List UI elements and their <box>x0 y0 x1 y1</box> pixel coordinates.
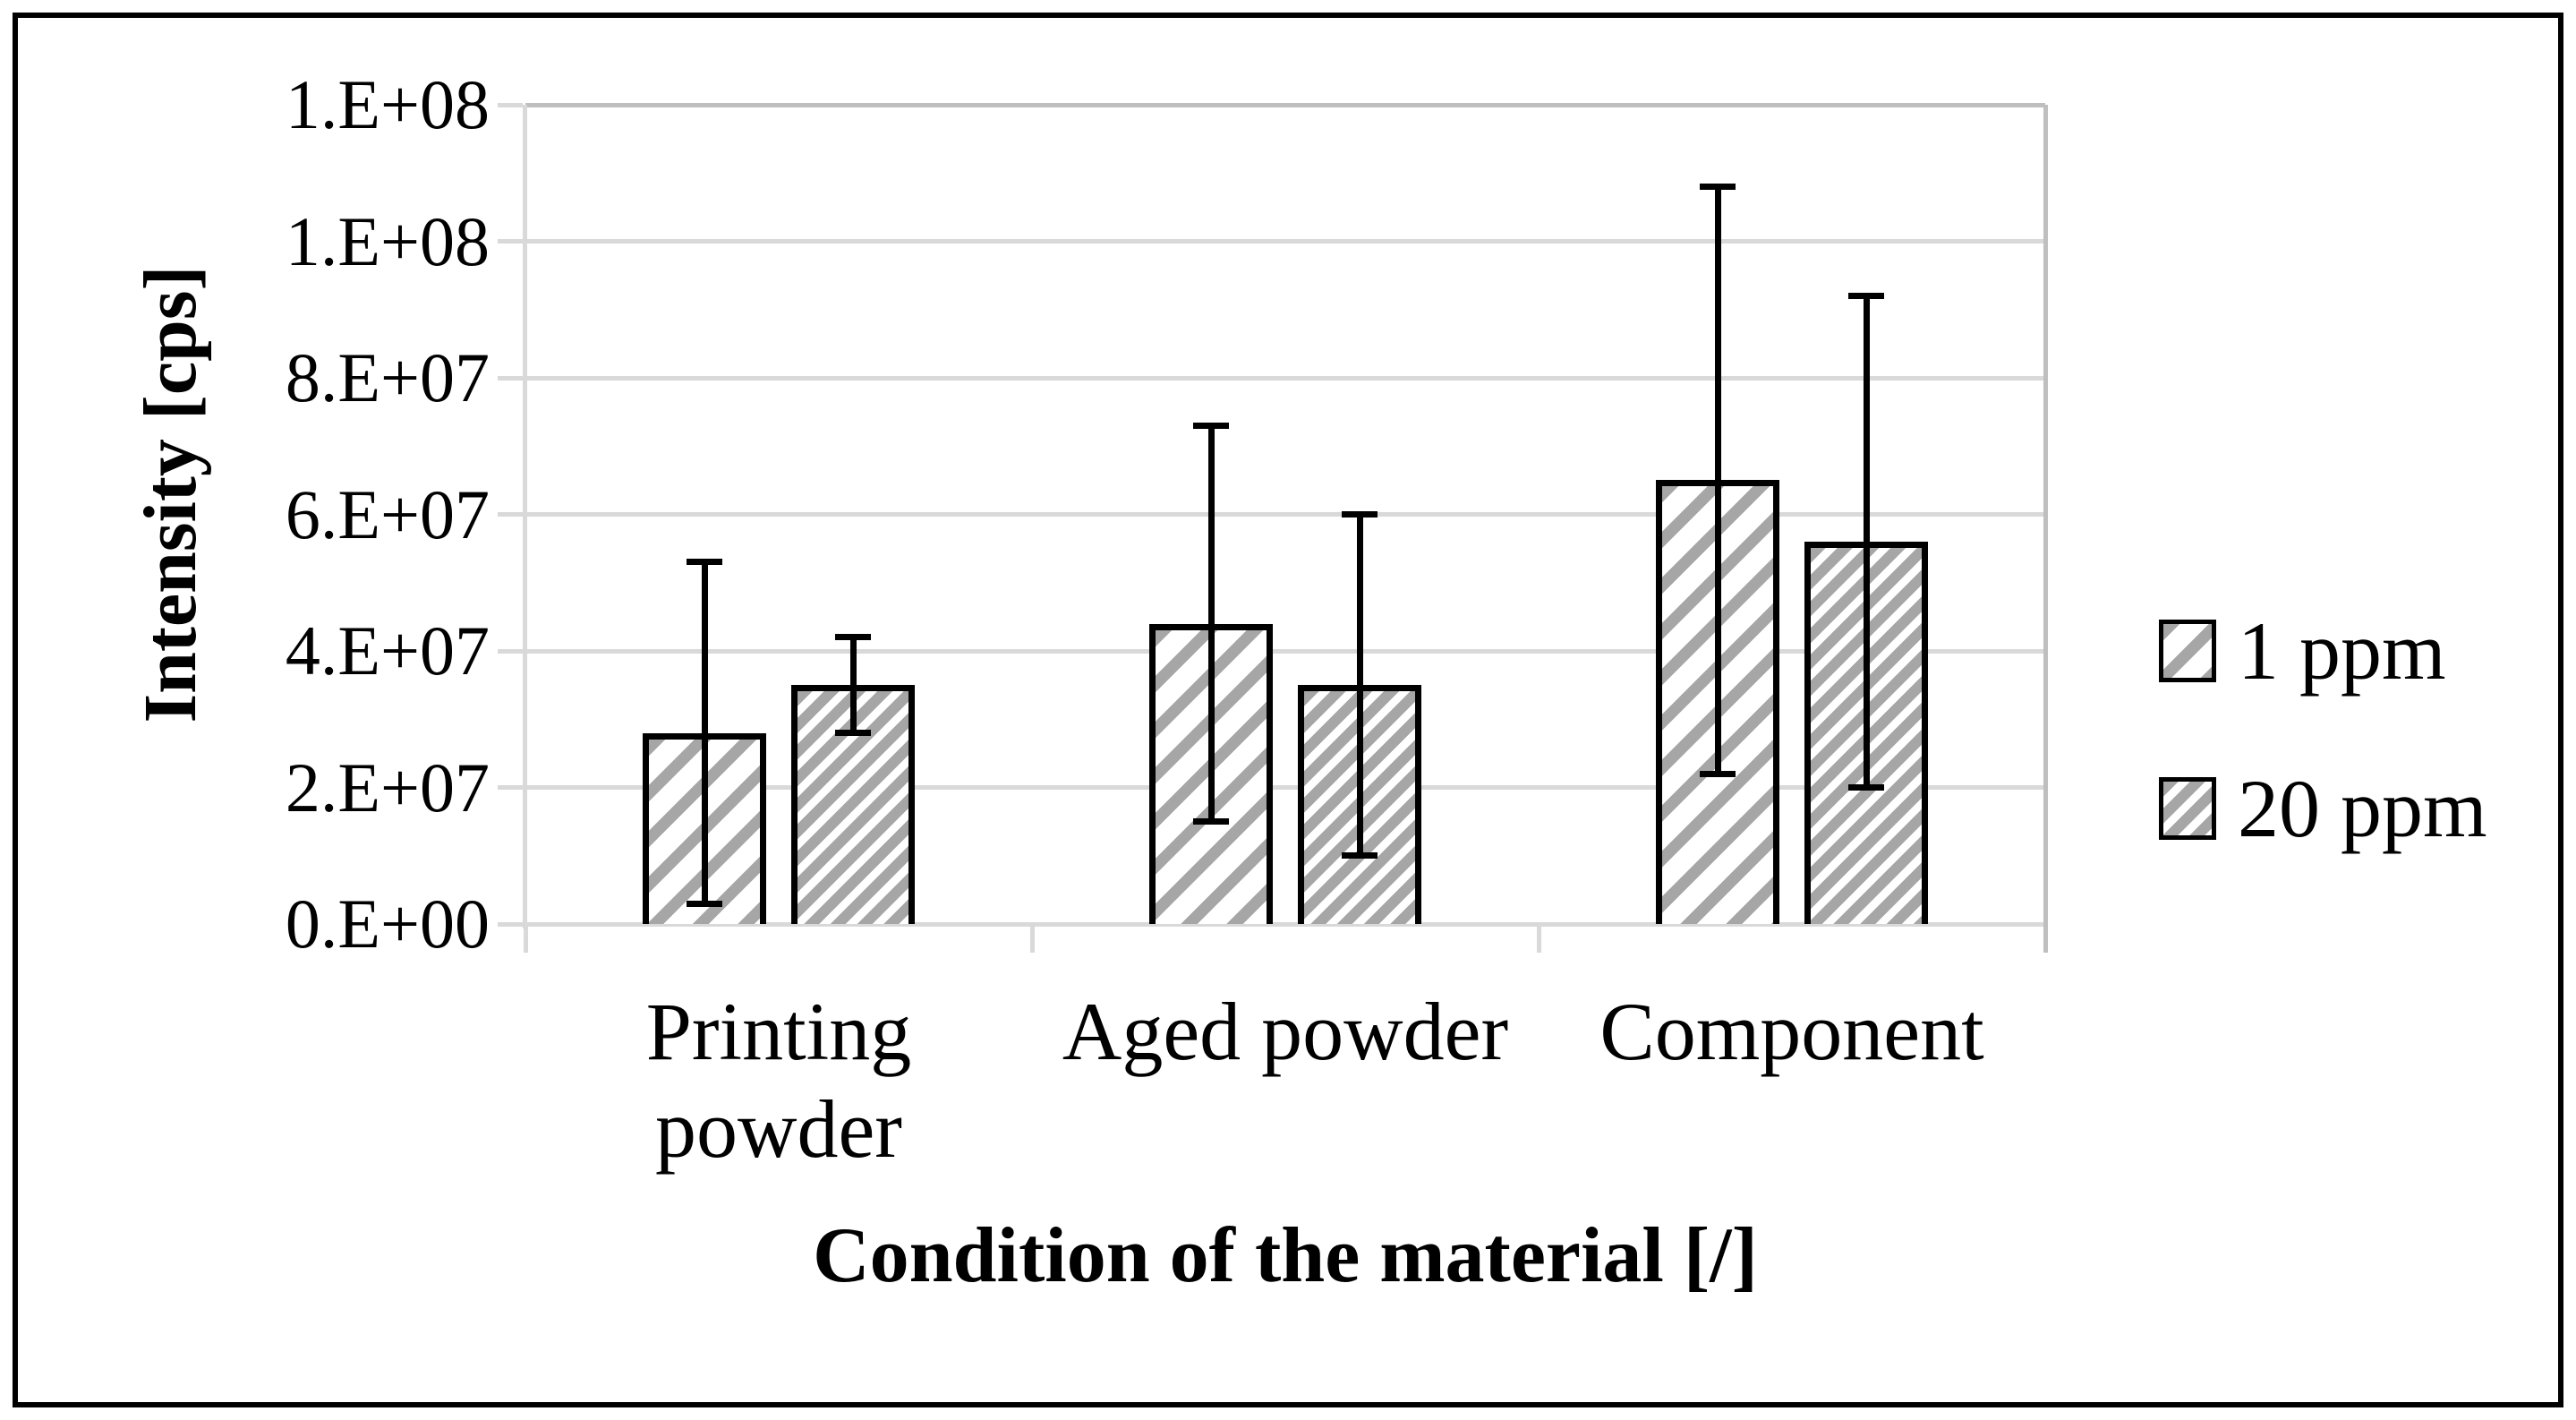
y-axis-tick <box>498 239 523 244</box>
category-label-line: Aged powder <box>1062 986 1509 1077</box>
category-label-0: Printing powder <box>525 983 1032 1177</box>
legend-swatch-pat-20ppm <box>2159 777 2216 840</box>
error-bar-cap-bottom <box>1193 818 1229 825</box>
gridline <box>525 375 2045 381</box>
y-axis-tick <box>498 512 523 517</box>
error-bar-cap-bottom <box>1342 852 1378 860</box>
plot-top-border-gridline <box>525 102 2045 107</box>
x-axis-tick <box>2043 924 2048 953</box>
y-tick-label: 2.E+07 <box>285 748 490 826</box>
gridline <box>525 785 2045 790</box>
gridline <box>525 512 2045 517</box>
gridline <box>525 648 2045 654</box>
category-label-line: powder <box>655 1082 902 1175</box>
y-axis-tick <box>498 648 523 654</box>
y-axis-tick <box>498 102 523 107</box>
y-tick-label: 0.E+00 <box>285 885 490 962</box>
legend-entry-20-ppm: 20 ppm <box>2159 763 2487 854</box>
x-axis-tick <box>1029 924 1035 953</box>
error-bar-cap-top <box>1700 184 1736 190</box>
error-bar-cap-top <box>1848 293 1884 299</box>
y-tick-label: 1.E+08 <box>285 201 490 280</box>
x-axis-title: Condition of the material [/] <box>813 1212 1758 1299</box>
y-axis-title: Intensity [cps] <box>128 265 212 723</box>
error-bar-line <box>1863 295 1870 788</box>
error-bar-cap-bottom <box>687 900 722 907</box>
x-axis-tick <box>523 924 528 953</box>
category-label-line: Printing <box>645 986 912 1077</box>
error-bar-line <box>1714 186 1721 774</box>
y-tick-label: 4.E+07 <box>285 612 490 689</box>
error-bar-cap-top <box>687 559 722 566</box>
error-bar-cap-top <box>1342 511 1378 518</box>
legend-entry-1-ppm: 1 ppm <box>2159 605 2446 697</box>
legend-label: 1 ppm <box>2238 605 2446 697</box>
y-axis-tick <box>498 375 523 381</box>
error-bar-line <box>1356 514 1363 856</box>
y-axis-tick <box>498 785 523 790</box>
category-label-2: Component <box>1539 983 2045 1081</box>
error-bar-line <box>849 637 857 733</box>
category-label-line: Component <box>1599 986 1984 1077</box>
y-axis-line <box>523 105 527 928</box>
category-label-1: Aged powder <box>1032 983 1539 1081</box>
error-bar-cap-bottom <box>1700 770 1736 777</box>
legend-swatch-pat-1ppm <box>2159 620 2216 682</box>
plot-right-border <box>2043 105 2048 924</box>
x-axis-tick <box>1536 924 1541 953</box>
gridline <box>525 239 2045 244</box>
error-bar-cap-bottom <box>1848 784 1884 791</box>
error-bar-cap-bottom <box>835 730 871 736</box>
error-bar-cap-top <box>835 634 871 641</box>
error-bar-line <box>1207 425 1215 822</box>
figure-border-frame <box>13 13 2563 1407</box>
error-bar-line <box>701 561 708 904</box>
y-tick-label: 8.E+07 <box>285 338 490 416</box>
legend-label: 20 ppm <box>2238 763 2487 854</box>
y-tick-label: 1.E+08 <box>285 65 490 143</box>
gridline <box>525 921 2045 927</box>
error-bar-cap-top <box>1193 422 1229 429</box>
y-tick-label: 6.E+07 <box>285 475 490 553</box>
y-axis-tick <box>498 921 523 927</box>
